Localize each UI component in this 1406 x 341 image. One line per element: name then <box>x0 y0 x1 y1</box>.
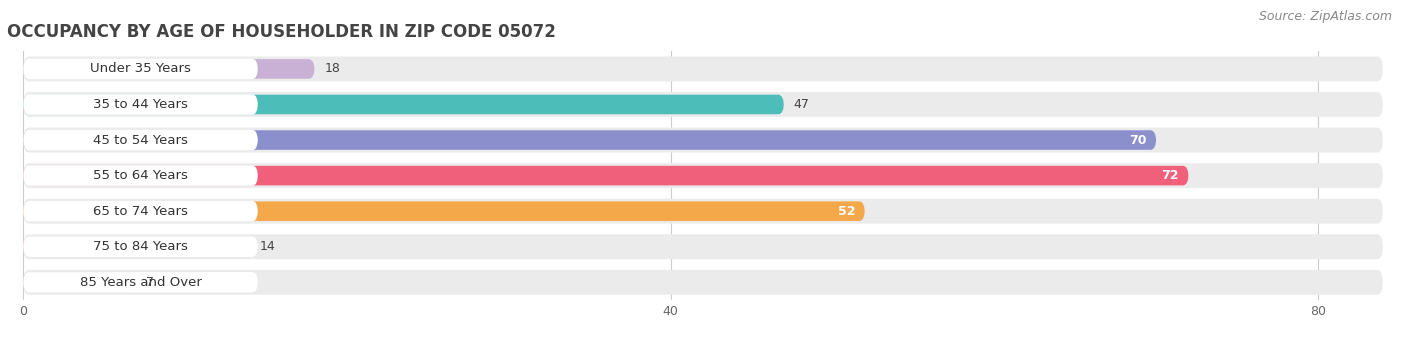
Text: 14: 14 <box>260 240 276 253</box>
Text: 75 to 84 Years: 75 to 84 Years <box>93 240 188 253</box>
FancyBboxPatch shape <box>24 59 315 79</box>
FancyBboxPatch shape <box>24 202 865 221</box>
Text: 18: 18 <box>325 62 340 75</box>
FancyBboxPatch shape <box>24 199 1382 224</box>
FancyBboxPatch shape <box>24 234 1382 259</box>
FancyBboxPatch shape <box>24 163 1382 188</box>
FancyBboxPatch shape <box>24 270 1382 295</box>
Text: 52: 52 <box>838 205 855 218</box>
FancyBboxPatch shape <box>24 95 785 114</box>
Text: 70: 70 <box>1129 134 1146 147</box>
Text: 72: 72 <box>1161 169 1178 182</box>
Text: Under 35 Years: Under 35 Years <box>90 62 191 75</box>
FancyBboxPatch shape <box>24 130 1156 150</box>
Text: Source: ZipAtlas.com: Source: ZipAtlas.com <box>1258 10 1392 23</box>
FancyBboxPatch shape <box>24 165 257 186</box>
FancyBboxPatch shape <box>24 57 1382 81</box>
FancyBboxPatch shape <box>24 128 1382 152</box>
FancyBboxPatch shape <box>24 92 1382 117</box>
Text: OCCUPANCY BY AGE OF HOUSEHOLDER IN ZIP CODE 05072: OCCUPANCY BY AGE OF HOUSEHOLDER IN ZIP C… <box>7 23 555 41</box>
Text: 47: 47 <box>793 98 810 111</box>
FancyBboxPatch shape <box>24 237 250 256</box>
FancyBboxPatch shape <box>24 237 257 257</box>
Text: 65 to 74 Years: 65 to 74 Years <box>93 205 188 218</box>
Text: 35 to 44 Years: 35 to 44 Years <box>93 98 188 111</box>
Text: 45 to 54 Years: 45 to 54 Years <box>93 134 188 147</box>
FancyBboxPatch shape <box>24 272 257 293</box>
FancyBboxPatch shape <box>24 130 257 150</box>
Text: 85 Years and Over: 85 Years and Over <box>80 276 201 289</box>
Text: 55 to 64 Years: 55 to 64 Years <box>93 169 188 182</box>
Text: 7: 7 <box>146 276 155 289</box>
FancyBboxPatch shape <box>24 94 257 115</box>
FancyBboxPatch shape <box>24 201 257 221</box>
FancyBboxPatch shape <box>24 272 136 292</box>
FancyBboxPatch shape <box>24 59 257 79</box>
FancyBboxPatch shape <box>24 166 1188 186</box>
